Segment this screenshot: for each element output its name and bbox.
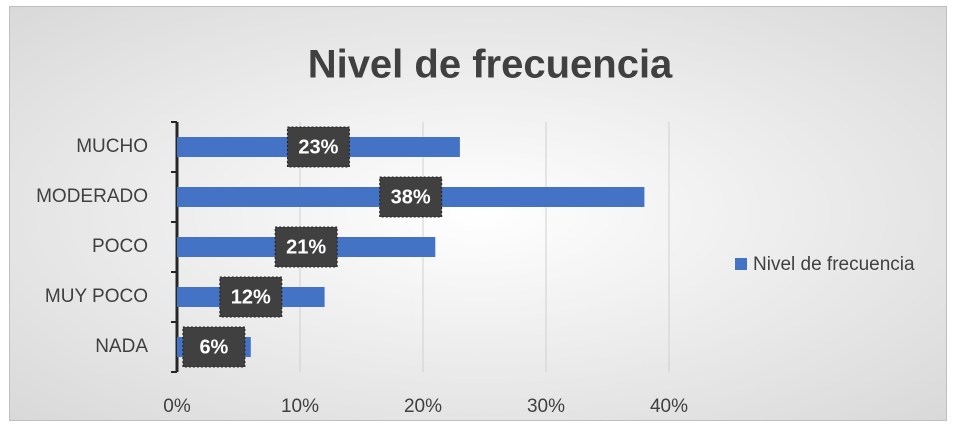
data-label: 6%	[199, 336, 228, 358]
chart-background	[9, 6, 947, 421]
data-label: 23%	[298, 136, 338, 158]
x-tick-label: 10%	[281, 396, 319, 417]
data-label: 12%	[231, 286, 271, 308]
x-tick-label: 30%	[527, 396, 565, 417]
data-label-box	[182, 326, 246, 368]
y-tick-label: POCO	[92, 236, 148, 257]
chart-title: Nivel de frecuencia	[308, 43, 673, 87]
data-label-box	[379, 176, 443, 218]
x-tick-label: 40%	[650, 396, 688, 417]
data-label-box	[274, 226, 338, 268]
x-tick-label: 20%	[404, 396, 442, 417]
data-label: 21%	[286, 236, 326, 258]
y-tick-label: MUCHO	[76, 136, 148, 157]
legend-label: Nivel de frecuencia	[753, 254, 915, 275]
x-tick-label: 0%	[163, 396, 191, 417]
y-tick-label: MODERADO	[36, 186, 148, 207]
y-tick-label: NADA	[95, 336, 148, 357]
data-label-box	[286, 126, 350, 168]
legend-swatch	[735, 258, 747, 270]
data-label-box	[219, 276, 283, 318]
y-tick-label: MUY POCO	[45, 286, 148, 307]
data-label: 38%	[391, 186, 431, 208]
